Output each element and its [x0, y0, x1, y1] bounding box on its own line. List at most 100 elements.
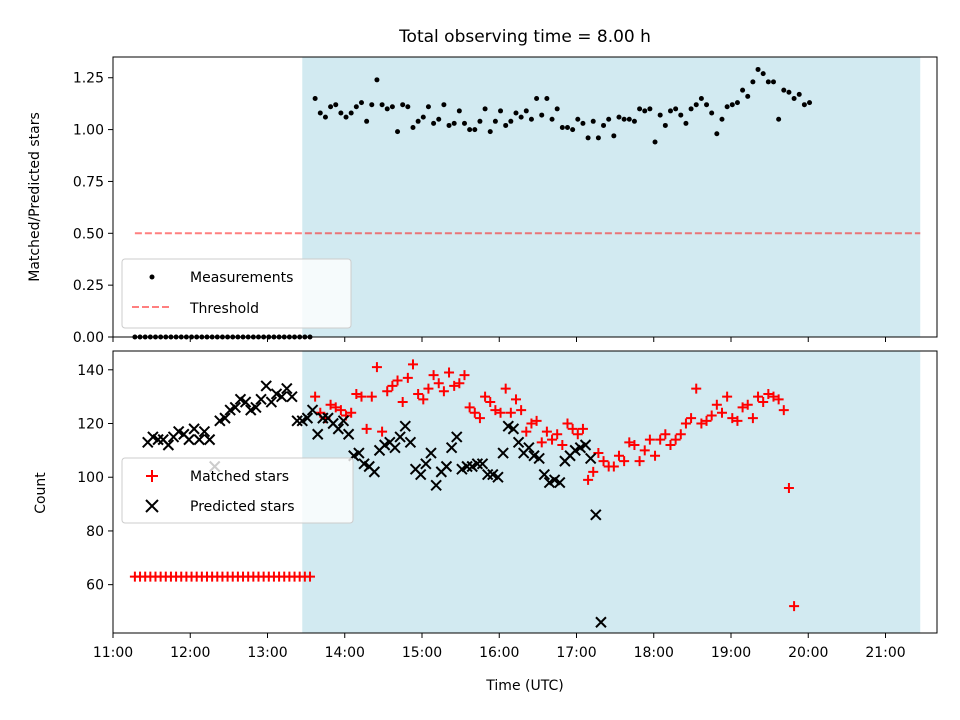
- point-matched-star: [474, 413, 485, 424]
- point-matched-star: [547, 434, 558, 445]
- point-matched-star: [732, 415, 743, 426]
- point-predicted-star: [152, 433, 164, 446]
- point-predicted-star: [451, 431, 463, 443]
- point-matched-star: [356, 391, 367, 402]
- point-predicted-star: [306, 404, 319, 416]
- point-measurement: [317, 110, 323, 116]
- point-matched-star: [536, 437, 547, 448]
- point-measurement: [446, 122, 452, 128]
- point-matched-star: [377, 426, 388, 437]
- point-measurement: [781, 87, 787, 93]
- point-measurement: [503, 122, 509, 128]
- point-measurement: [384, 106, 390, 112]
- point-measurement: [358, 100, 364, 106]
- point-matched-star: [449, 380, 460, 391]
- x-tick-label: 14:00: [325, 645, 365, 661]
- point-matched-star: [742, 399, 753, 410]
- data-marks: [129, 359, 800, 628]
- point-measurement: [734, 100, 740, 106]
- x-tick-label: 20:00: [788, 645, 828, 661]
- point-matched-star: [433, 378, 444, 389]
- point-predicted-star: [430, 479, 442, 491]
- point-matched-star: [541, 426, 552, 437]
- legend-marker-measurements: [149, 274, 155, 280]
- y-ticks: 0.00 0.25 0.50 0.75 1.00 1.25: [73, 71, 113, 346]
- point-matched-star: [485, 397, 496, 408]
- point-measurement: [518, 114, 524, 120]
- x-tick-label: 21:00: [865, 645, 905, 661]
- point-matched-star: [639, 445, 650, 456]
- y-ticks: 60 80 100 120 140: [77, 363, 113, 594]
- point-measurement: [436, 116, 442, 122]
- point-measurement: [807, 100, 813, 106]
- point-matched-star: [629, 440, 640, 450]
- point-measurement: [611, 133, 617, 139]
- point-measurement: [333, 102, 339, 108]
- point-measurement: [405, 104, 411, 110]
- point-predicted-star: [368, 466, 381, 478]
- point-predicted-star: [533, 452, 545, 465]
- point-matched-star: [691, 383, 702, 394]
- point-measurement: [395, 129, 401, 135]
- point-predicted-star: [291, 415, 303, 427]
- point-matched-star: [428, 370, 439, 381]
- point-measurement: [364, 118, 370, 124]
- point-matched-star: [706, 410, 717, 421]
- point-measurement: [400, 102, 406, 108]
- point-measurement: [343, 114, 349, 120]
- point-matched-star: [392, 375, 403, 386]
- point-predicted-star: [404, 436, 417, 449]
- point-predicted-star: [183, 433, 195, 446]
- point-measurement: [570, 127, 576, 133]
- legend-label-matched: Matched stars: [190, 469, 289, 485]
- point-measurement: [369, 102, 375, 108]
- point-matched-star: [531, 415, 542, 426]
- y-tick-label: 0.00: [73, 330, 104, 346]
- point-measurement: [415, 118, 421, 124]
- point-predicted-star: [353, 447, 365, 459]
- point-matched-star: [413, 388, 424, 399]
- point-measurement: [498, 108, 504, 114]
- point-matched-star: [469, 407, 480, 418]
- point-predicted-star: [461, 460, 473, 473]
- point-matched-star: [351, 388, 362, 399]
- point-measurement: [606, 116, 612, 122]
- point-measurement: [472, 127, 478, 133]
- legend-frame: [121, 457, 354, 524]
- point-measurement: [559, 125, 565, 131]
- y-tick-label: 0.25: [73, 278, 104, 294]
- point-measurement: [564, 125, 570, 131]
- point-predicted-star: [584, 452, 597, 465]
- bottom-axes: 11:00 12:00 13:00 14:00 15:00 16:00 17:00 18:00…: [77, 350, 938, 661]
- point-measurement: [456, 108, 462, 114]
- point-predicted-star: [193, 433, 205, 446]
- point-predicted-star: [301, 412, 314, 424]
- point-matched-star: [588, 466, 599, 477]
- point-measurement: [487, 129, 493, 135]
- point-measurement: [595, 135, 601, 141]
- point-matched-star: [598, 456, 609, 467]
- point-measurement: [389, 104, 395, 110]
- point-measurement: [709, 110, 715, 116]
- point-measurement: [539, 112, 545, 118]
- point-predicted-star: [523, 441, 535, 454]
- point-matched-star: [444, 367, 455, 378]
- point-measurement: [698, 95, 704, 101]
- data-marks: [132, 66, 921, 340]
- y-tick-label: 140: [77, 363, 104, 379]
- point-measurement: [714, 131, 720, 137]
- point-matched-star: [330, 402, 341, 413]
- point-matched-star: [789, 601, 800, 612]
- point-matched-star: [397, 397, 408, 408]
- y-tick-label: 1.25: [73, 71, 104, 87]
- point-matched-star: [572, 429, 583, 440]
- point-matched-star: [768, 391, 779, 402]
- point-predicted-star: [420, 458, 432, 470]
- point-matched-star: [346, 407, 357, 418]
- point-predicted-star: [265, 396, 278, 408]
- point-measurement: [626, 116, 632, 122]
- point-matched-star: [310, 391, 321, 402]
- point-matched-star: [464, 402, 475, 413]
- point-matched-star: [727, 413, 738, 424]
